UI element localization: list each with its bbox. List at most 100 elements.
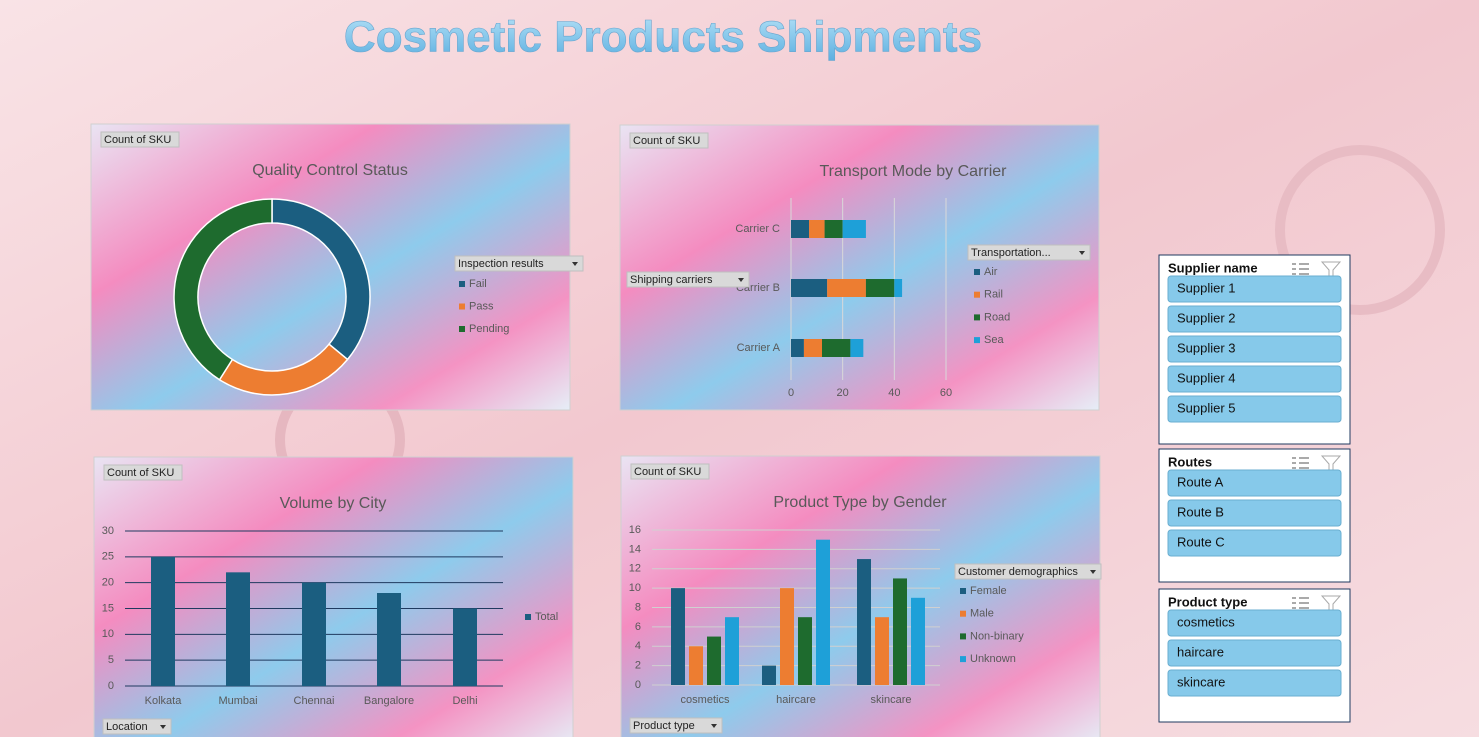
y-tick-label: 14 bbox=[629, 543, 641, 555]
multi-select-icon[interactable] bbox=[1292, 263, 1309, 275]
y-tick-label: 4 bbox=[635, 640, 641, 652]
slicer-item[interactable] bbox=[1167, 275, 1342, 303]
slicer-item[interactable] bbox=[1167, 365, 1342, 393]
legend-label: Sea bbox=[984, 334, 1004, 346]
field-button[interactable] bbox=[629, 717, 723, 734]
x-tick-label: skincare bbox=[871, 694, 912, 706]
slicer-item-label: cosmetics bbox=[1177, 614, 1235, 629]
legend-label: Road bbox=[984, 311, 1010, 323]
bar-segment bbox=[791, 220, 810, 238]
y-tick-label: 10 bbox=[629, 582, 641, 594]
field-button-label: Count of SKU bbox=[634, 466, 701, 478]
slicer-item[interactable] bbox=[1167, 395, 1342, 423]
y-tick-label: Carrier C bbox=[735, 223, 780, 235]
bar bbox=[725, 617, 739, 685]
y-tick-label: 16 bbox=[629, 524, 641, 536]
legend-key bbox=[459, 326, 465, 332]
bar bbox=[377, 593, 401, 686]
y-tick-label: 12 bbox=[629, 563, 641, 575]
bar-segment bbox=[791, 339, 804, 357]
bar bbox=[453, 608, 477, 686]
x-tick-label: haircare bbox=[776, 694, 816, 706]
bar bbox=[689, 646, 703, 685]
field-button[interactable] bbox=[967, 244, 1091, 261]
x-tick-label: Mumbai bbox=[218, 695, 257, 707]
bar bbox=[798, 617, 812, 685]
slicer-item-label: Supplier 3 bbox=[1177, 340, 1236, 355]
slicer-item-label: Route C bbox=[1177, 534, 1225, 549]
bar bbox=[893, 578, 907, 685]
legend-label: Female bbox=[970, 585, 1007, 597]
field-button-label: Count of SKU bbox=[107, 467, 174, 479]
slicer-item[interactable] bbox=[1167, 609, 1342, 637]
x-tick-label: cosmetics bbox=[681, 694, 730, 706]
slicer-item-label: Supplier 1 bbox=[1177, 280, 1236, 295]
bar bbox=[302, 582, 326, 686]
y-tick-label: 6 bbox=[635, 621, 641, 633]
slicer-item-label: Route A bbox=[1177, 474, 1224, 489]
slicer-item[interactable] bbox=[1167, 669, 1342, 697]
slicer-item-label: Route B bbox=[1177, 504, 1224, 519]
x-tick-label: 60 bbox=[940, 387, 952, 399]
bar bbox=[707, 636, 721, 685]
slicer-item[interactable] bbox=[1167, 499, 1342, 527]
field-button[interactable] bbox=[454, 255, 584, 272]
chart-title: Volume by City bbox=[280, 495, 387, 512]
field-button[interactable] bbox=[102, 718, 172, 735]
dropdown-arrow bbox=[738, 278, 744, 282]
slicer-item[interactable] bbox=[1167, 469, 1342, 497]
field-button[interactable] bbox=[100, 131, 180, 148]
y-tick-label: 10 bbox=[102, 628, 114, 640]
slicer-item-label: skincare bbox=[1177, 674, 1225, 689]
legend-label: Male bbox=[970, 608, 994, 620]
decor bbox=[1275, 145, 1445, 315]
dropdown-arrow bbox=[711, 724, 717, 728]
field-button[interactable] bbox=[103, 464, 183, 481]
bar-segment bbox=[803, 339, 822, 357]
field-button[interactable] bbox=[954, 563, 1102, 580]
bar-segment bbox=[827, 279, 866, 297]
field-button-label: Location bbox=[106, 721, 148, 733]
slicer-item-label: Supplier 5 bbox=[1177, 400, 1236, 415]
bar bbox=[875, 617, 889, 685]
legend-key bbox=[974, 314, 980, 321]
field-button[interactable] bbox=[626, 271, 750, 288]
x-tick-label: Chennai bbox=[294, 695, 335, 707]
chart-title: Transport Mode by Carrier bbox=[819, 163, 1007, 180]
slicer-item[interactable] bbox=[1167, 305, 1342, 333]
multi-select-icon[interactable] bbox=[1292, 597, 1309, 609]
slicer-item[interactable] bbox=[1167, 529, 1342, 557]
legend-label: Total bbox=[535, 611, 558, 623]
page-title: Cosmetic Products Shipments bbox=[344, 13, 982, 62]
slicer-item-label: Supplier 4 bbox=[1177, 370, 1236, 385]
bar bbox=[816, 539, 830, 685]
chart-title: Quality Control Status bbox=[252, 162, 408, 179]
legend-key bbox=[974, 291, 980, 298]
y-tick-label: 2 bbox=[635, 660, 641, 672]
legend-label: Fail bbox=[469, 278, 487, 290]
x-tick-label: Delhi bbox=[452, 695, 477, 707]
bar bbox=[151, 556, 175, 686]
legend-label: Unknown bbox=[970, 653, 1016, 665]
field-button-label: Count of SKU bbox=[633, 135, 700, 147]
bar-segment bbox=[822, 339, 851, 357]
slicer-item[interactable] bbox=[1167, 639, 1342, 667]
field-button[interactable] bbox=[629, 132, 709, 149]
x-tick-label: Kolkata bbox=[145, 695, 183, 707]
field-button-label: Count of SKU bbox=[104, 134, 171, 146]
legend-key bbox=[974, 337, 980, 344]
legend-key bbox=[960, 656, 966, 663]
y-tick-label: 30 bbox=[102, 525, 114, 537]
field-button[interactable] bbox=[630, 463, 710, 480]
legend-key bbox=[960, 610, 966, 617]
legend-key bbox=[974, 269, 980, 275]
slicer-item[interactable] bbox=[1167, 335, 1342, 363]
legend-key bbox=[960, 588, 966, 594]
multi-select-icon[interactable] bbox=[1292, 457, 1309, 469]
bar bbox=[762, 665, 776, 685]
legend-label: Non-binary bbox=[970, 630, 1024, 642]
bar-segment bbox=[842, 220, 866, 238]
chart-title: Product Type by Gender bbox=[773, 494, 947, 511]
y-tick-label: 15 bbox=[102, 602, 114, 614]
